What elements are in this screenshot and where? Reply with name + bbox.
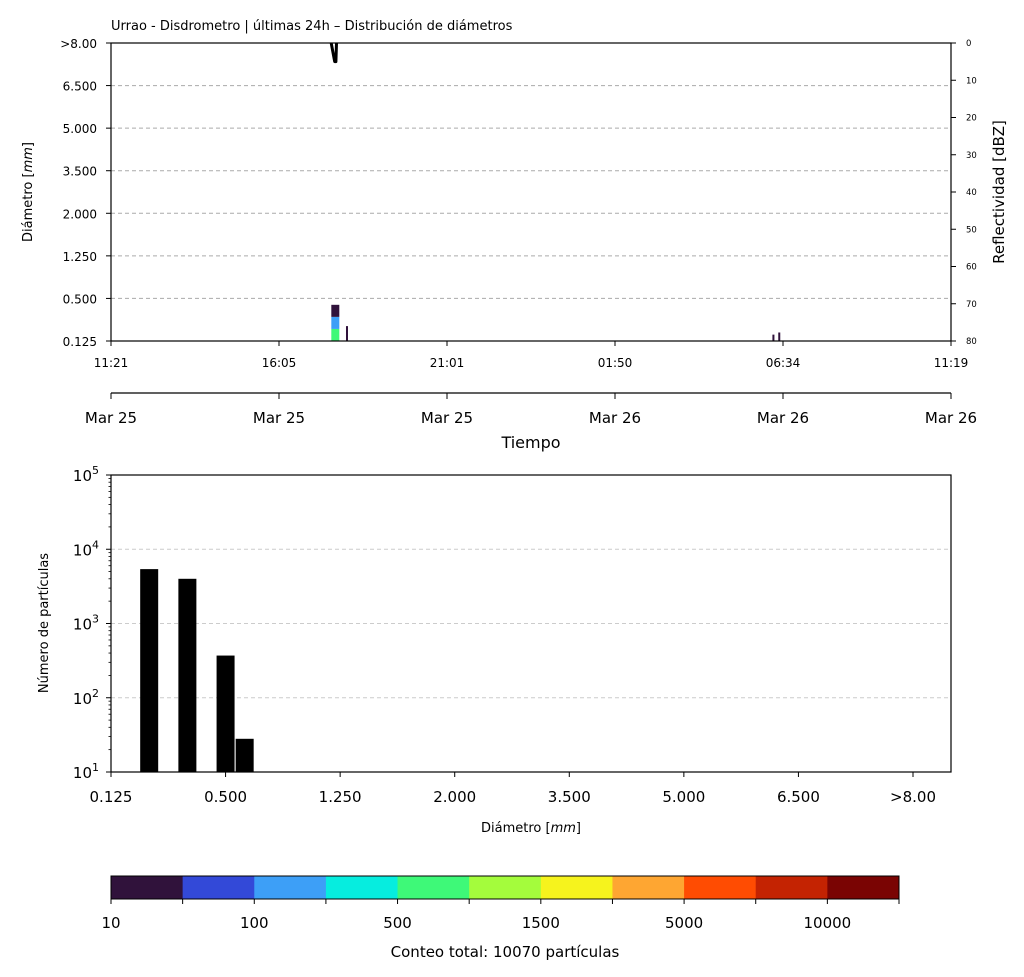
histogram-x-tick-label: 0.125 — [90, 788, 133, 806]
heatmap-events — [331, 304, 781, 341]
histogram-x-label: Diámetro [mm] — [481, 821, 581, 836]
heatmap-time-tick-label: 01:50 — [598, 356, 633, 370]
colorbar-tick-label: 10 — [101, 914, 120, 932]
histogram-bar — [235, 738, 254, 772]
date-axis-tick-label: Mar 26 — [925, 409, 977, 427]
histogram-bar — [216, 655, 235, 772]
reflectivity-tick-label: 0 — [966, 39, 971, 49]
date-axis-tick-label: Mar 25 — [421, 409, 473, 427]
colorbar-segment — [397, 876, 470, 899]
colorbar-segment — [684, 876, 757, 899]
colorbar-segment — [827, 876, 900, 899]
histogram-x-ticks: 0.125 0.500 1.250 2.000 3.500 5.000 6.500 >8.00 — [90, 772, 936, 806]
reflectivity-tick-label: 30 — [966, 151, 977, 161]
heatmap-cell — [331, 304, 340, 317]
heatmap-y-tick-label: 5.000 — [63, 122, 97, 136]
colorbar-segment — [612, 876, 685, 899]
histogram-y-tick-label: 104 — [73, 538, 99, 559]
reflectivity-series — [329, 42, 338, 64]
heatmap-y-tick-label: 3.500 — [63, 165, 97, 179]
heatmap-axes-frame — [110, 42, 952, 342]
histogram-x-tick-label: >8.00 — [890, 788, 936, 806]
heatmap-time-tick-label: 06:34 — [766, 356, 801, 370]
histogram-x-tick-label: 5.000 — [662, 788, 705, 806]
histogram-y-ticks: 101 102 103 104 105 — [73, 464, 111, 782]
reflectivity-line — [329, 42, 338, 64]
heatmap-cell — [778, 332, 781, 341]
histogram-y-tick-label: 103 — [73, 613, 99, 634]
heatmap-gridlines — [111, 85, 951, 299]
heatmap-y-ticks: 0.125 0.500 1.250 2.000 3.500 5.000 6.500 >8.00 — [60, 37, 111, 349]
colorbar-tick-label: 500 — [383, 914, 412, 932]
heatmap-y-label: Diámetro [mm] — [21, 142, 36, 242]
heatmap-y-tick-label: >8.00 — [60, 37, 97, 51]
heatmap-cell — [345, 326, 348, 341]
date-axis-tick-label: Mar 25 — [253, 409, 305, 427]
heatmap-title: Urrao - Disdrometro | últimas 24h – Dist… — [111, 19, 513, 34]
reflectivity-tick-label: 70 — [966, 300, 977, 310]
date-axis-tick-label: Mar 25 — [85, 409, 137, 427]
heatmap-time-tick-label: 11:19 — [934, 356, 969, 370]
reflectivity-tick-label: 80 — [966, 337, 977, 347]
colorbar-tick-label: 100 — [240, 914, 269, 932]
histogram-x-tick-label: 0.500 — [204, 788, 247, 806]
heatmap-cell — [331, 316, 340, 329]
heatmap-time-tick-label: 21:01 — [430, 356, 465, 370]
histogram-bar — [140, 569, 159, 772]
colorbar-segment — [755, 876, 828, 899]
heatmap-y-tick-label: 0.125 — [63, 335, 97, 349]
reflectivity-tick-label: 50 — [966, 225, 977, 235]
time-axis-label: Tiempo — [500, 433, 560, 452]
colorbar-frame — [110, 875, 900, 900]
colorbar — [111, 876, 900, 899]
colorbar-tick-label: 10000 — [804, 914, 852, 932]
histogram-y-label: Número de partículas — [37, 553, 52, 693]
reflectivity-tick-label: 60 — [966, 263, 977, 273]
histogram-x-tick-label: 6.500 — [777, 788, 820, 806]
reflectivity-axis-label: Reflectividad [dBZ] — [990, 120, 1008, 264]
heatmap-y-tick-label: 0.500 — [63, 292, 97, 306]
histogram-x-tick-label: 1.250 — [319, 788, 362, 806]
heatmap-cell — [331, 328, 340, 341]
colorbar-segment — [469, 876, 542, 899]
reflectivity-tick-label: 10 — [966, 76, 977, 86]
histogram-y-tick-label: 102 — [73, 687, 99, 708]
histogram-gridlines — [111, 548, 951, 699]
heatmap-y-tick-label: 6.500 — [63, 80, 97, 94]
colorbar-tick-label: 1500 — [522, 914, 560, 932]
date-axis-ticks: Mar 25 Mar 25 Mar 25 Mar 26 Mar 26 Mar 26 — [85, 393, 977, 427]
histogram-bar — [178, 578, 197, 772]
heatmap-y-tick-label: 1.250 — [63, 250, 97, 264]
date-axis-tick-label: Mar 26 — [757, 409, 809, 427]
histogram-bars — [140, 569, 254, 772]
histogram-x-tick-label: 3.500 — [548, 788, 591, 806]
heatmap-time-ticks: 11:21 16:05 21:01 01:50 06:34 11:19 — [94, 341, 969, 370]
colorbar-tick-label: 5000 — [665, 914, 703, 932]
colorbar-segment — [325, 876, 399, 899]
heatmap-time-tick-label: 16:05 — [262, 356, 297, 370]
colorbar-segment — [182, 876, 255, 899]
reflectivity-tick-label: 20 — [966, 114, 977, 124]
date-axis-tick-label: Mar 26 — [589, 409, 641, 427]
histogram-x-tick-label: 2.000 — [433, 788, 476, 806]
colorbar-segment — [540, 876, 613, 899]
histogram-y-tick-label: 101 — [73, 761, 99, 782]
heatmap-cell — [772, 334, 775, 341]
heatmap-time-tick-label: 11:21 — [94, 356, 129, 370]
reflectivity-ticks: 0 10 20 30 40 50 60 70 80 — [951, 39, 977, 347]
histogram-y-tick-label: 105 — [73, 464, 99, 485]
colorbar-ticks: 10 100 500 1500 5000 10000 — [101, 899, 900, 932]
colorbar-segment — [254, 876, 327, 899]
colorbar-segment — [111, 876, 184, 899]
reflectivity-tick-label: 40 — [966, 188, 977, 198]
colorbar-label: Conteo total: 10070 partículas — [391, 943, 620, 961]
heatmap-y-tick-label: 2.000 — [63, 207, 97, 221]
